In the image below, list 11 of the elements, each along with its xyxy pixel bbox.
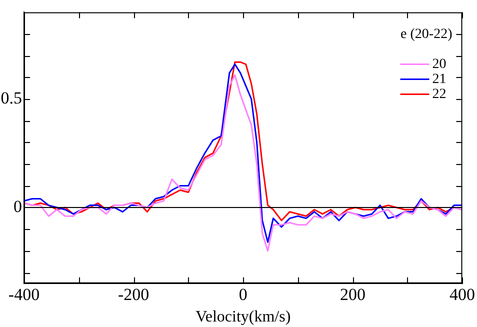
x-tick-label: 200 <box>340 285 366 304</box>
legend-label: 22 <box>432 86 446 102</box>
x-tick-label: 400 <box>450 285 475 304</box>
legend-label: 21 <box>432 72 446 87</box>
x-tick-label: -400 <box>8 285 40 304</box>
x-axis-title: Velocity(km/s) <box>196 308 291 326</box>
legend-label: 20 <box>432 56 446 72</box>
y-tick-label: 0.5 <box>0 88 22 108</box>
x-tick-label: -200 <box>118 285 150 304</box>
legend-title: e (20-22) <box>400 26 453 42</box>
x-tick-label: 0 <box>238 285 248 304</box>
